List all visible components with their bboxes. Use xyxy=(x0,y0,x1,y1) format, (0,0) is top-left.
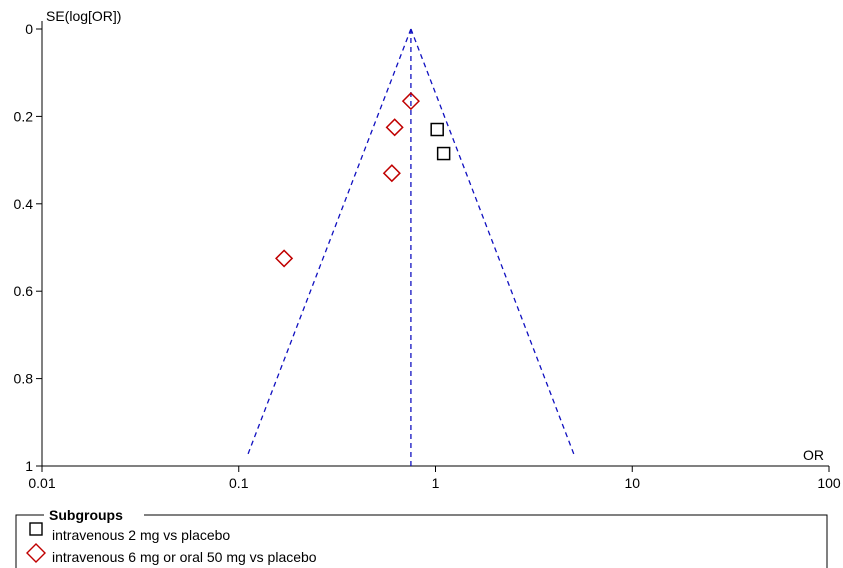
legend-title-bg xyxy=(44,506,144,522)
y-tick-label: 0.2 xyxy=(14,108,34,124)
legend-entry-label: intravenous 2 mg vs placebo xyxy=(52,527,230,543)
legend: Subgroups intravenous 2 mg vs placebo in… xyxy=(15,506,828,568)
x-tick-label: 0.1 xyxy=(229,475,249,491)
legend-diamond-icon xyxy=(26,543,46,563)
y-tick-label: 0.8 xyxy=(14,371,34,387)
y-tick-label: 0.4 xyxy=(14,196,34,212)
funnel-lines xyxy=(246,28,576,466)
diamond-point xyxy=(385,118,404,137)
x-tick-label: 100 xyxy=(817,475,841,491)
x-tick-label: 0.01 xyxy=(28,475,55,491)
diamond-point xyxy=(401,92,420,111)
legend-box xyxy=(15,514,828,568)
legend-square-icon xyxy=(29,522,43,536)
legend-entry-label: intravenous 6 mg or oral 50 mg vs placeb… xyxy=(52,549,317,565)
legend-title: Subgroups xyxy=(49,507,123,523)
diamond-point xyxy=(382,164,401,183)
y-tick-label: 1 xyxy=(25,458,33,474)
x-tick-label: 1 xyxy=(432,475,440,491)
square-point xyxy=(430,122,444,137)
funnel-right-limit xyxy=(410,28,576,458)
diamond-point xyxy=(275,249,294,268)
y-tick-label: 0 xyxy=(25,21,33,37)
square-point xyxy=(436,146,451,161)
y-tick-label: 0.6 xyxy=(14,283,34,299)
x-axis-label: OR xyxy=(803,447,824,463)
axes: 00.20.40.60.810.01 0.1 1 10 100 xyxy=(14,21,841,491)
data-points xyxy=(275,92,451,268)
funnel-left-limit xyxy=(246,28,412,458)
y-axis-label: SE(log[OR]) xyxy=(46,8,121,24)
x-tick-label: 10 xyxy=(624,475,640,491)
